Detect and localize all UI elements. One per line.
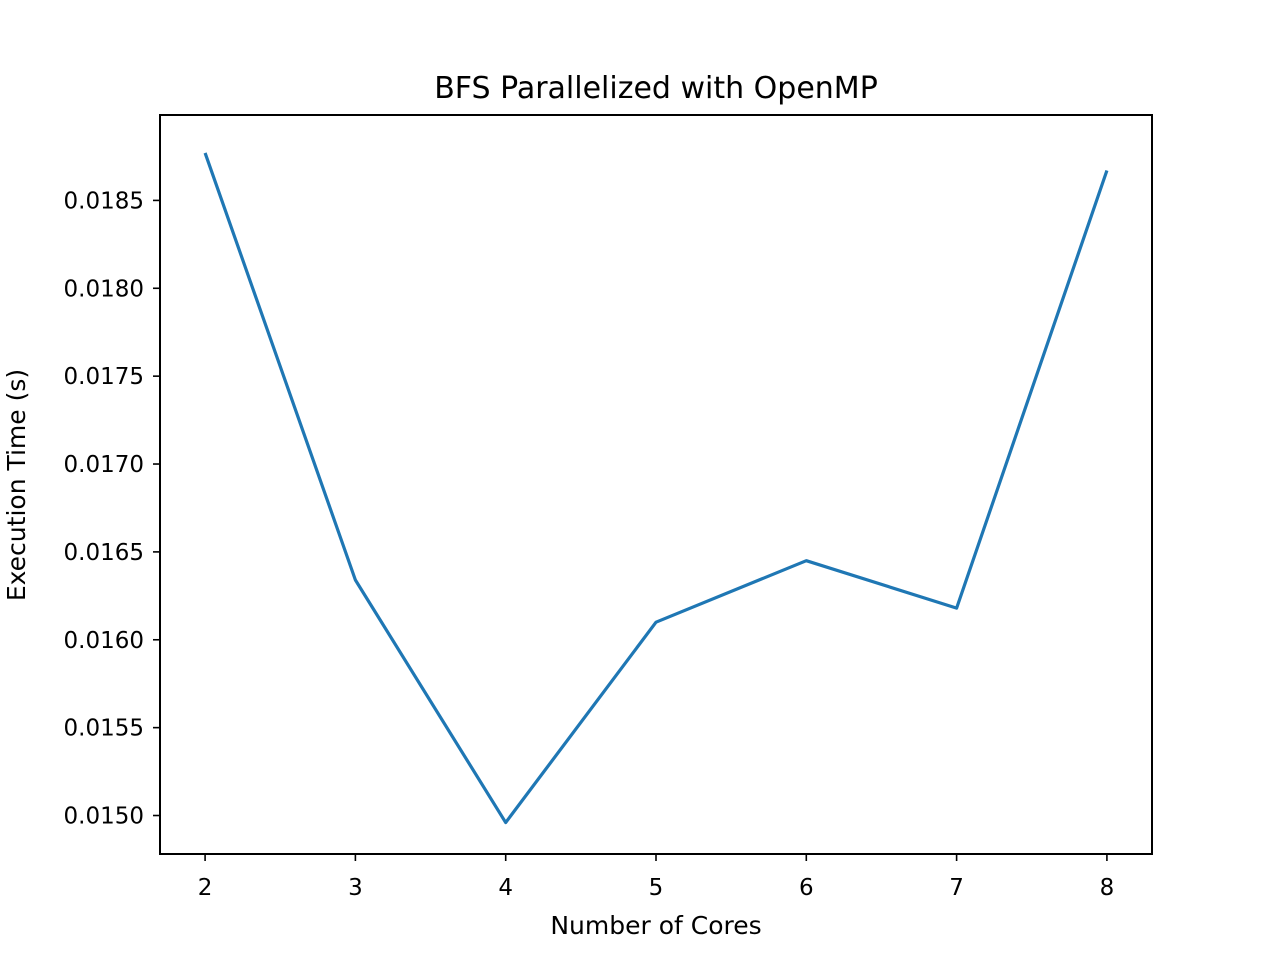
series-layer	[203, 152, 1109, 825]
y-tick-label: 0.0185	[64, 188, 144, 214]
x-tick-label: 3	[348, 875, 363, 901]
y-tick-label: 0.0180	[64, 276, 144, 302]
y-tick-label: 0.0160	[64, 628, 144, 654]
x-tick-label: 4	[498, 875, 513, 901]
y-axis-label: Execution Time (s)	[2, 369, 31, 601]
y-tick-label: 0.0155	[64, 716, 144, 742]
y-tick-label: 0.0165	[64, 540, 144, 566]
x-tick-label: 2	[198, 875, 213, 901]
series-line	[203, 152, 1109, 825]
y-tick-label: 0.0175	[64, 364, 144, 390]
y-tick-label: 0.0170	[64, 452, 144, 478]
x-tick-label: 7	[949, 875, 964, 901]
y-axis: 0.0150 0.0155 0.0160 0.0165 0.0170 0.0175 0.01…	[64, 188, 160, 830]
x-axis-label: Number of Cores	[550, 911, 761, 940]
x-tick-label: 8	[1100, 875, 1115, 901]
y-tick-label: 0.0150	[64, 804, 144, 830]
x-tick-label: 5	[649, 875, 664, 901]
x-tick-label: 6	[799, 875, 814, 901]
x-axis: 2 3 4 5 6 7 8	[198, 854, 1114, 901]
chart-title: BFS Parallelized with OpenMP	[434, 71, 878, 106]
